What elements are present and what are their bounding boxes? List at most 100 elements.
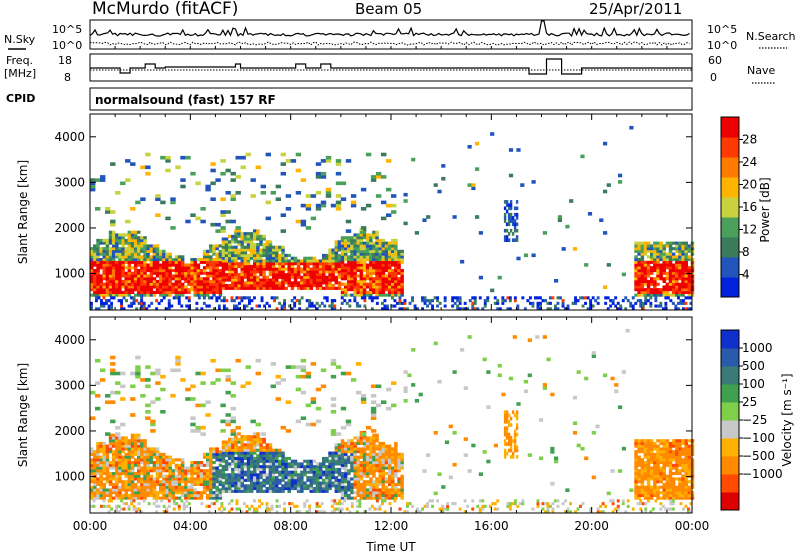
heatmap-cell [140,274,144,278]
heatmap-cell [281,273,285,277]
heatmap-cell [155,458,160,462]
heatmap-cell [640,488,645,492]
heatmap-cell [659,304,663,308]
heatmap-cell [218,244,223,248]
heatmap-cell [143,474,147,478]
heatmap-cell [300,487,304,491]
heatmap-cell [330,432,337,436]
heatmap-cell [215,480,219,484]
heatmap-cell [344,288,348,292]
heatmap-cell [397,480,401,484]
heatmap-cell [174,482,179,486]
heatmap-cell [149,247,154,251]
heatmap-cell [260,432,266,436]
heatmap-cell [120,307,123,311]
heatmap-cell [90,288,94,292]
heatmap-cell [387,472,392,476]
heatmap-cell [322,281,326,285]
heatmap-cell [671,288,676,292]
heatmap-cell [353,274,357,278]
heatmap-cell [168,255,172,259]
heatmap-cell [231,284,235,288]
heatmap-cell [202,293,207,297]
heatmap-cell [356,491,360,495]
heatmap-cell [140,480,144,484]
heatmap-cell [340,282,345,286]
heatmap-cell [90,187,96,192]
heatmap-cell [391,474,395,478]
heatmap-cell [362,285,367,289]
heatmap-cell [284,484,288,488]
heatmap-cell [340,447,345,451]
heatmap-cell [325,270,329,274]
heatmap-cell [369,244,373,248]
heatmap-cell [637,450,641,454]
heatmap-cell [127,488,132,492]
heatmap-cell [118,271,122,275]
heatmap-cell [152,469,157,473]
heatmap-cell [137,269,141,273]
heatmap-cell [190,488,194,492]
heatmap-cell [287,456,291,460]
heatmap-cell [228,286,232,290]
heatmap-cell [681,285,685,289]
heatmap-cell [224,446,229,450]
heatmap-cell [155,271,160,275]
heatmap-cell [678,290,682,294]
heatmap-cell [96,447,100,451]
heatmap-cell [359,255,364,259]
heatmap-cell [180,282,185,286]
heatmap-cell [671,266,676,270]
heatmap-cell [221,456,226,460]
heatmap-cell [290,256,295,260]
heatmap-cell [146,493,150,497]
heatmap-cell [331,451,335,455]
heatmap-cell [386,213,392,217]
heatmap-cell [603,189,608,194]
heatmap-cell [386,406,392,411]
heatmap-cell [171,288,175,292]
heatmap-cell [96,247,100,251]
heatmap-cell [513,228,517,233]
heatmap-cell [671,493,676,497]
heatmap-cell [284,467,288,471]
heatmap-cell [206,271,210,275]
heatmap-cell [253,286,257,290]
heatmap-cell [665,271,670,275]
heatmap-cell [684,260,688,264]
heatmap-cell [569,199,574,203]
heatmap-cell [378,447,382,451]
heatmap-cell [315,203,322,208]
heatmap-cell [384,472,389,476]
heatmap-cell [334,281,339,285]
heatmap-cell [243,240,248,244]
heatmap-cell [105,400,111,404]
heatmap-cell [681,263,685,267]
heatmap-cell [209,488,213,492]
heatmap-cell [347,236,351,240]
heatmap-cell [310,301,314,305]
heatmap-cell [193,279,197,283]
heatmap-cell [149,285,154,289]
heatmap-cell [325,187,332,192]
heatmap-cell [344,290,348,294]
heatmap-cell [159,282,163,286]
heatmap-cell [678,255,682,259]
heatmap-cell [215,496,219,500]
heatmap-cell [381,200,387,205]
heatmap-cell [306,459,310,463]
heatmap-cell [143,279,147,283]
heatmap-cell [102,274,106,278]
heatmap-cell [362,469,367,473]
heatmap-cell [337,454,342,458]
heatmap-cell [356,244,360,248]
heatmap-cell [359,282,364,286]
heatmap-cell [180,466,185,470]
heatmap-cell [497,275,502,280]
heatmap-cell [177,258,182,262]
heatmap-cell [118,252,122,256]
heatmap-cell [375,466,379,470]
heatmap-cell [687,282,692,286]
heatmap-cell [93,260,97,264]
heatmap-cell [187,290,191,294]
